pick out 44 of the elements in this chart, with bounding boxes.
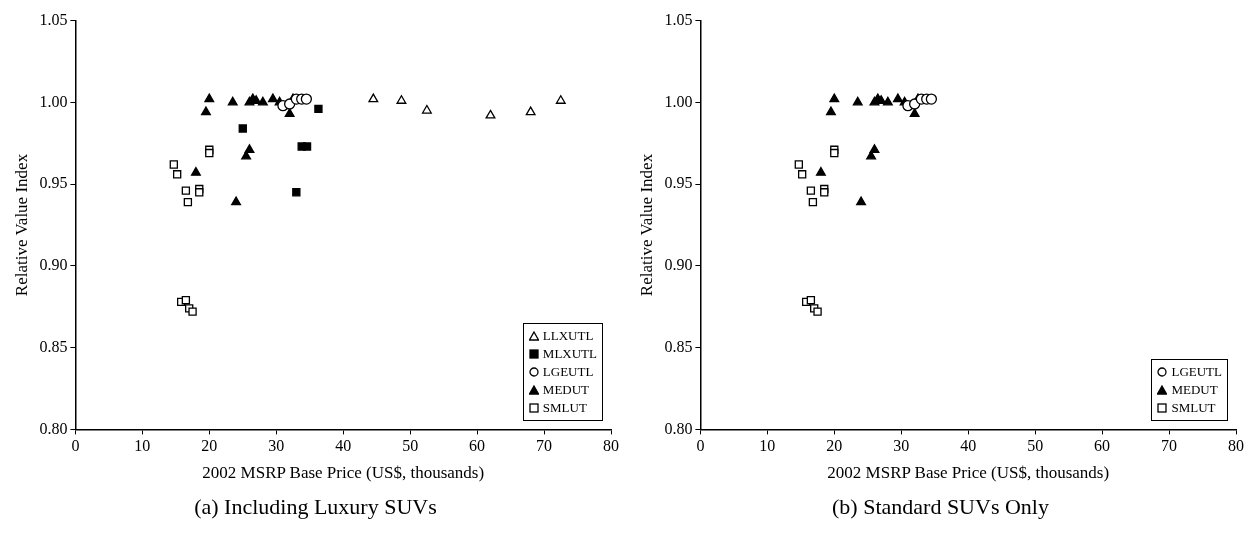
x-tick-label: 10 [759, 437, 776, 455]
y-tick-label: 1.05 [664, 10, 693, 28]
x-tick-label: 30 [268, 437, 285, 455]
x-tick-label: 80 [1228, 437, 1244, 455]
y-axis-title: Relative Value Index [11, 153, 31, 297]
y-tick-label: 0.95 [39, 174, 68, 192]
x-tick-label: 70 [536, 437, 553, 455]
y-axis-title: Relative Value Index [636, 153, 656, 297]
y-tick-label: 0.80 [664, 419, 693, 437]
x-axis-title: 2002 MSRP Base Price (US$, thousands) [827, 463, 1110, 483]
y-tick-label: 0.85 [664, 337, 693, 355]
y-tick-label: 1.00 [664, 92, 693, 110]
legend-label: MEDUT [542, 381, 590, 400]
x-tick-label: 60 [469, 437, 486, 455]
y-tick-label: 0.90 [664, 256, 693, 274]
x-tick-label: 0 [71, 437, 80, 455]
text: (a) Including Luxury SUVs [193, 494, 438, 520]
y-tick-label: 0.85 [39, 337, 68, 355]
x-tick-label: 10 [134, 437, 151, 455]
y-tick-label: 1.00 [39, 92, 68, 110]
legend-label: LGEUTL [542, 363, 594, 382]
x-tick-label: 60 [1094, 437, 1111, 455]
legend-label: LLXUTL [542, 327, 594, 346]
x-tick-label: 40 [335, 437, 352, 455]
x-tick-label: 50 [402, 437, 419, 455]
x-tick-label: 70 [1161, 437, 1178, 455]
y-tick-label: 0.80 [39, 419, 68, 437]
legend-label: SMLUT [542, 399, 587, 418]
x-tick-label: 20 [826, 437, 843, 455]
y-tick-label: 1.05 [39, 10, 68, 28]
x-axis-title: 2002 MSRP Base Price (US$, thousands) [202, 463, 485, 483]
legend-label: SMLUT [1171, 399, 1216, 418]
x-tick-label: 50 [1027, 437, 1044, 455]
x-tick-label: 40 [960, 437, 977, 455]
legend-label: MEDUT [1171, 381, 1218, 400]
x-tick-label: 20 [201, 437, 218, 455]
y-tick-label: 0.90 [39, 256, 68, 274]
text: (b) Standard SUVs Only [831, 494, 1050, 520]
x-tick-label: 0 [696, 437, 705, 455]
x-tick-label: 80 [603, 437, 619, 455]
x-tick-label: 30 [893, 437, 910, 455]
legend-label: MLXUTL [542, 345, 597, 364]
legend-label: LGEUTL [1171, 363, 1222, 382]
y-tick-label: 0.95 [664, 174, 693, 192]
